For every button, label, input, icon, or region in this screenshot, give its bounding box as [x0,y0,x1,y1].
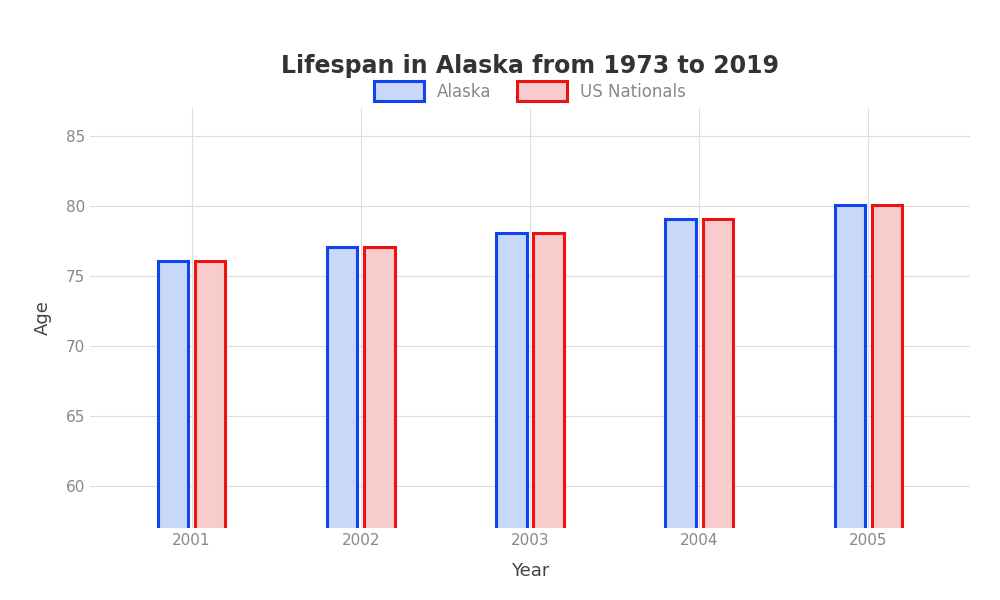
Title: Lifespan in Alaska from 1973 to 2019: Lifespan in Alaska from 1973 to 2019 [281,54,779,78]
Bar [496,233,527,600]
Bar [195,260,225,600]
Bar [327,247,357,600]
Bar [533,233,564,600]
Bar [872,205,902,600]
Y-axis label: Age: Age [34,301,52,335]
X-axis label: Year: Year [511,562,549,580]
Bar [835,205,865,600]
Bar [158,260,188,600]
Legend: Alaska, US Nationals: Alaska, US Nationals [367,74,693,108]
Bar [364,247,395,600]
Bar [703,218,733,600]
Bar [665,218,696,600]
